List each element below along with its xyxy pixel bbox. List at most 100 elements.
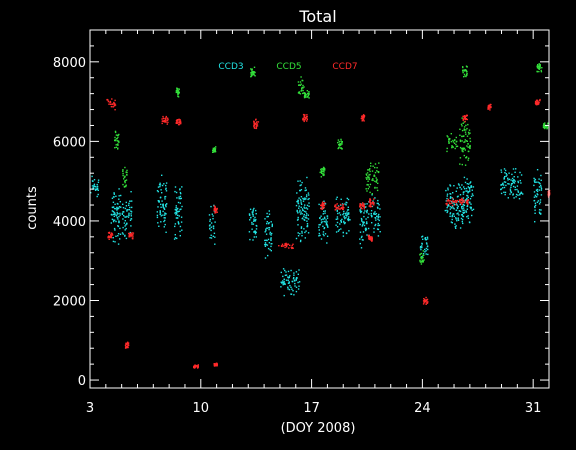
data-point xyxy=(115,139,117,142)
data-point xyxy=(255,209,257,212)
data-point xyxy=(465,140,468,142)
data-point xyxy=(175,207,177,209)
data-point xyxy=(336,207,338,209)
cluster-ccd7-1 xyxy=(107,231,114,240)
data-point xyxy=(265,239,267,241)
data-point xyxy=(507,183,509,185)
data-point xyxy=(447,198,450,201)
data-point xyxy=(125,224,127,226)
series-ccd5 xyxy=(114,63,549,265)
data-point xyxy=(465,124,467,127)
data-point xyxy=(297,180,299,182)
data-point xyxy=(466,205,469,207)
data-point xyxy=(457,218,459,220)
data-point xyxy=(212,218,214,220)
data-point xyxy=(465,114,468,116)
data-point xyxy=(252,209,254,211)
data-point xyxy=(547,194,550,196)
data-point xyxy=(306,220,308,222)
data-point xyxy=(360,211,362,214)
data-point xyxy=(161,184,164,187)
data-point xyxy=(466,216,468,218)
data-point xyxy=(421,260,424,262)
data-point xyxy=(423,299,426,301)
data-point xyxy=(297,288,300,290)
cluster-ccd3-15 xyxy=(444,183,465,229)
data-point xyxy=(504,191,507,194)
data-point xyxy=(511,173,513,176)
data-point xyxy=(164,213,166,215)
data-point xyxy=(255,118,257,120)
data-point xyxy=(423,302,425,304)
data-point xyxy=(125,216,127,218)
data-point xyxy=(467,191,470,193)
data-point xyxy=(157,200,159,202)
data-point xyxy=(125,184,127,186)
data-point xyxy=(459,186,461,189)
data-point xyxy=(126,223,128,225)
data-point xyxy=(213,232,216,234)
data-point xyxy=(300,196,303,198)
data-point xyxy=(520,174,523,176)
data-point xyxy=(347,213,349,216)
data-point xyxy=(449,213,451,215)
data-point xyxy=(291,288,293,290)
data-point xyxy=(290,246,292,249)
data-point xyxy=(114,131,117,134)
data-point xyxy=(465,190,467,192)
cluster-ccd7-16 xyxy=(367,234,373,242)
data-point xyxy=(293,277,295,279)
data-point xyxy=(215,208,217,211)
data-point xyxy=(123,222,126,224)
data-point xyxy=(340,147,343,149)
data-point xyxy=(132,236,134,238)
data-point xyxy=(209,224,211,226)
data-point xyxy=(209,237,211,239)
data-point xyxy=(465,200,468,202)
data-point xyxy=(302,113,305,116)
data-point xyxy=(125,179,128,181)
data-point xyxy=(129,206,131,209)
data-point xyxy=(539,212,541,215)
data-point xyxy=(359,223,361,226)
data-point xyxy=(122,170,124,172)
data-point xyxy=(463,188,466,190)
data-point xyxy=(299,240,302,243)
cluster-ccd5-9 xyxy=(365,162,380,195)
data-point xyxy=(376,228,379,230)
data-point xyxy=(250,72,252,74)
data-point xyxy=(215,364,217,367)
data-point xyxy=(306,223,309,225)
data-point xyxy=(513,197,515,199)
data-point xyxy=(119,233,122,235)
data-point xyxy=(288,247,290,249)
data-point xyxy=(125,185,127,187)
data-point xyxy=(112,237,114,239)
data-point xyxy=(164,223,166,226)
data-point xyxy=(463,186,465,188)
data-point xyxy=(293,294,295,296)
data-point xyxy=(463,211,466,213)
data-point xyxy=(470,203,472,205)
data-point xyxy=(111,233,113,235)
data-point xyxy=(176,121,178,123)
data-point xyxy=(503,168,506,170)
data-point xyxy=(539,201,542,203)
data-point xyxy=(544,126,547,128)
data-point xyxy=(269,233,271,235)
data-point xyxy=(304,189,306,192)
data-point xyxy=(126,215,128,218)
cluster-ccd3-6 xyxy=(248,207,258,241)
data-point xyxy=(342,231,344,234)
data-point xyxy=(337,147,339,150)
data-point xyxy=(500,169,502,171)
data-point xyxy=(460,148,463,150)
data-point xyxy=(472,208,475,211)
data-point xyxy=(302,217,304,219)
data-point xyxy=(465,156,468,158)
data-point xyxy=(359,238,361,240)
data-point xyxy=(297,273,299,275)
data-point xyxy=(280,286,282,288)
data-point xyxy=(209,227,211,230)
data-point xyxy=(293,272,295,274)
